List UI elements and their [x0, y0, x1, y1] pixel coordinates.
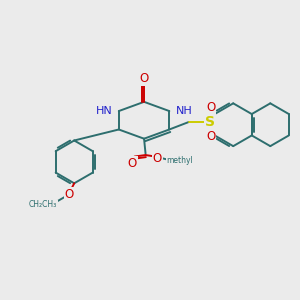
- Text: O: O: [140, 73, 149, 85]
- Text: methyl: methyl: [166, 156, 193, 165]
- Text: O: O: [206, 101, 215, 114]
- Text: S: S: [205, 115, 215, 129]
- Text: CH₂CH₃: CH₂CH₃: [29, 200, 57, 209]
- Text: O: O: [206, 130, 215, 143]
- Text: O: O: [153, 152, 162, 165]
- Text: O: O: [64, 188, 74, 201]
- Text: NH: NH: [176, 106, 193, 116]
- Text: O: O: [128, 157, 137, 169]
- Text: HN: HN: [95, 106, 112, 116]
